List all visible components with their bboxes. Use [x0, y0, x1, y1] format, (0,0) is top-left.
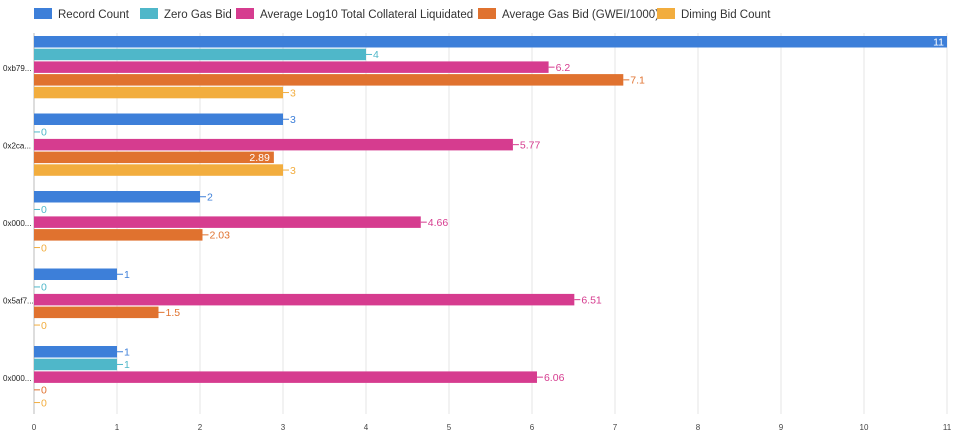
bar: [34, 371, 537, 383]
legend-swatch: [236, 8, 254, 19]
data-label: 7.1: [630, 75, 645, 87]
data-label: 1.5: [166, 307, 181, 319]
data-label: 2.03: [209, 230, 230, 242]
bar: [34, 74, 624, 86]
data-label: 6.51: [581, 294, 602, 306]
data-label: 1: [124, 359, 130, 371]
bar: [34, 293, 575, 306]
legend-swatch: [657, 8, 675, 19]
x-tick-label: 5: [447, 423, 452, 432]
data-label: 6.06: [544, 372, 565, 384]
bar: [34, 358, 117, 371]
x-tick-label: 7: [613, 423, 618, 432]
category-label: 0x000...: [3, 374, 31, 383]
legend-label: Diming Bid Count: [681, 9, 771, 21]
data-label: 0: [41, 242, 47, 254]
x-tick-label: 9: [779, 423, 784, 432]
x-tick-label: 10: [860, 423, 869, 432]
bar: [34, 36, 947, 48]
chart-data-labels: 1146.27.13305.772.893204.662.030106.511.…: [34, 36, 944, 409]
data-label: 4.66: [428, 217, 449, 229]
bar: [34, 191, 200, 203]
data-label: 0: [41, 397, 47, 409]
bar: [34, 306, 159, 319]
data-label: 0: [41, 320, 47, 332]
x-tick-label: 0: [32, 423, 37, 432]
data-label: 0: [41, 204, 47, 216]
bar: [34, 346, 117, 358]
chart-bars: [34, 36, 947, 383]
data-label: 1: [124, 269, 130, 281]
data-label: 4: [373, 49, 379, 61]
bar: [34, 216, 421, 228]
bar: [34, 86, 283, 99]
legend-swatch: [34, 8, 52, 19]
x-tick-label: 8: [696, 423, 701, 432]
category-label: 0x5af7...: [3, 296, 34, 305]
x-tick-label: 11: [943, 423, 952, 432]
legend-label: Record Count: [58, 9, 130, 21]
data-label: 1: [124, 346, 130, 358]
bar: [34, 164, 283, 176]
data-label: 6.2: [556, 62, 571, 74]
legend-label: Average Log10 Total Collateral Liquidate…: [260, 9, 473, 21]
legend-label: Average Gas Bid (GWEI/1000): [502, 9, 659, 21]
bar: [34, 48, 366, 61]
legend-swatch: [140, 8, 158, 19]
x-tick-label: 1: [115, 423, 120, 432]
legend-label: Zero Gas Bid: [164, 9, 232, 21]
x-tick-label: 6: [530, 423, 535, 432]
bar: [34, 61, 549, 73]
data-label: 5.77: [520, 139, 541, 151]
category-axis: 0xb79... 0x2ca... 0x000... 0x5af7... 0x000..…: [3, 64, 34, 383]
x-tick-label: 4: [364, 423, 369, 432]
data-label: 0: [41, 282, 47, 294]
bar: [34, 151, 274, 164]
bar: [34, 113, 283, 125]
category-label: 0x2ca...: [3, 141, 31, 150]
data-label: 3: [290, 165, 296, 177]
x-tick-label: 2: [198, 423, 203, 432]
data-label: 0: [41, 385, 47, 397]
legend-swatch: [478, 8, 496, 19]
x-tick-label: 3: [281, 423, 286, 432]
value-axis: 0 1 2 3 4 5 6 7 8 9 10 11: [32, 423, 952, 432]
data-label: 2.89: [249, 152, 270, 164]
data-label: 3: [290, 114, 296, 126]
data-label: 2: [207, 191, 213, 203]
data-label: 0: [41, 127, 47, 139]
bar: [34, 229, 203, 241]
data-label: 11: [933, 36, 944, 48]
bar: [34, 268, 117, 280]
category-label: 0x000...: [3, 219, 31, 228]
bar: [34, 138, 513, 151]
category-label: 0xb79...: [3, 64, 31, 73]
data-label: 3: [290, 87, 296, 99]
chart-legend: Record Count Zero Gas Bid Average Log10 To…: [34, 8, 771, 21]
